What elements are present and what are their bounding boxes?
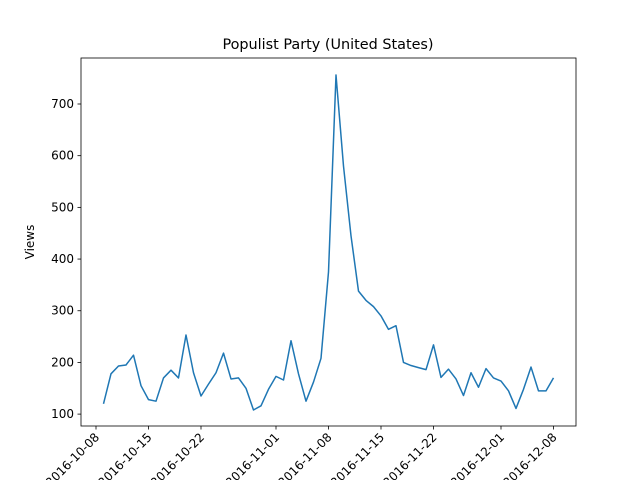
y-tick-label: 700 (51, 97, 74, 111)
y-tick-label: 200 (51, 355, 74, 369)
x-tick-label: 2016-11-01 (223, 430, 282, 480)
chart-title: Populist Party (United States) (222, 37, 433, 53)
x-tick-label: 2016-10-22 (148, 430, 207, 480)
data-line (102, 74, 555, 411)
x-tick-label: 2016-12-08 (500, 430, 559, 480)
y-tick-label: 300 (51, 304, 74, 318)
x-tick-label: 2016-11-15 (328, 430, 387, 480)
x-tick-label: 2016-11-22 (380, 430, 439, 480)
x-tick-label: 2016-10-15 (95, 430, 154, 480)
plot-frame (80, 57, 577, 427)
x-tick-label: 2016-10-08 (43, 430, 102, 480)
y-tick-label: 600 (51, 149, 74, 163)
x-tick-label: 2016-12-01 (448, 430, 507, 480)
y-tick-label: 100 (51, 407, 74, 421)
y-tick-label: 500 (51, 200, 74, 214)
y-tick-label: 400 (51, 252, 74, 266)
x-tick-label: 2016-11-08 (275, 430, 334, 480)
y-axis-label: Views (23, 225, 37, 260)
